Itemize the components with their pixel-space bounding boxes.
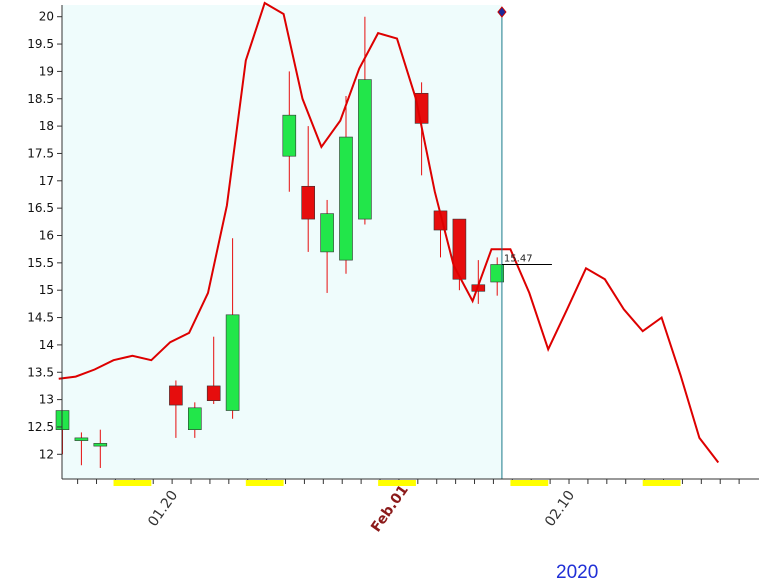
y-tick-label: 15 [39, 283, 54, 297]
y-tick-label: 12 [39, 447, 54, 461]
candle-up [490, 264, 505, 283]
weekend-markers [113, 480, 681, 486]
candle-up [225, 314, 240, 411]
price-line-series [58, 1, 720, 464]
last-value-label: 15.47 [504, 253, 533, 264]
candle-up [93, 443, 108, 447]
year-label: 2020 [556, 562, 598, 582]
weekend-marker [378, 480, 416, 486]
y-tick-label: 16 [39, 229, 54, 243]
candle-up [339, 136, 353, 261]
candle-down [452, 218, 467, 280]
weekend-marker [510, 480, 549, 486]
candle-up [320, 213, 334, 253]
candle-up [282, 114, 297, 157]
candle-down [301, 185, 316, 220]
y-tick-label: 19 [39, 64, 54, 78]
weekend-marker [113, 480, 152, 486]
candle-down [206, 385, 221, 401]
candle-up [74, 437, 89, 441]
candle-up [358, 79, 372, 220]
weekend-marker [245, 480, 284, 486]
y-tick-label: 13.5 [27, 365, 54, 379]
y-tick-label: 19.5 [27, 37, 54, 51]
y-axis-ticks: 12 12.5 13 13.5 14 14.5 15 15.5 16 16.5 17 17.5 18 18… [27, 10, 62, 461]
y-tick-label: 17 [39, 174, 54, 188]
y-tick-label: 20 [39, 10, 54, 24]
y-tick-label: 13 [39, 393, 54, 407]
y-tick-label: 12.5 [27, 420, 54, 434]
cursor-diamond-marker [497, 6, 507, 18]
weekend-marker [642, 480, 681, 486]
y-tick-label: 14 [39, 338, 54, 352]
candle-down [169, 385, 183, 406]
y-tick-label: 17.5 [27, 146, 54, 160]
history-panel [62, 5, 502, 479]
y-tick-label: 18 [39, 119, 54, 133]
y-tick-label: 15.5 [27, 256, 54, 270]
y-tick-label: 18.5 [27, 92, 54, 106]
candle-up [188, 407, 202, 430]
y-tick-label: 14.5 [27, 311, 54, 325]
y-tick-label: 16.5 [27, 201, 54, 215]
